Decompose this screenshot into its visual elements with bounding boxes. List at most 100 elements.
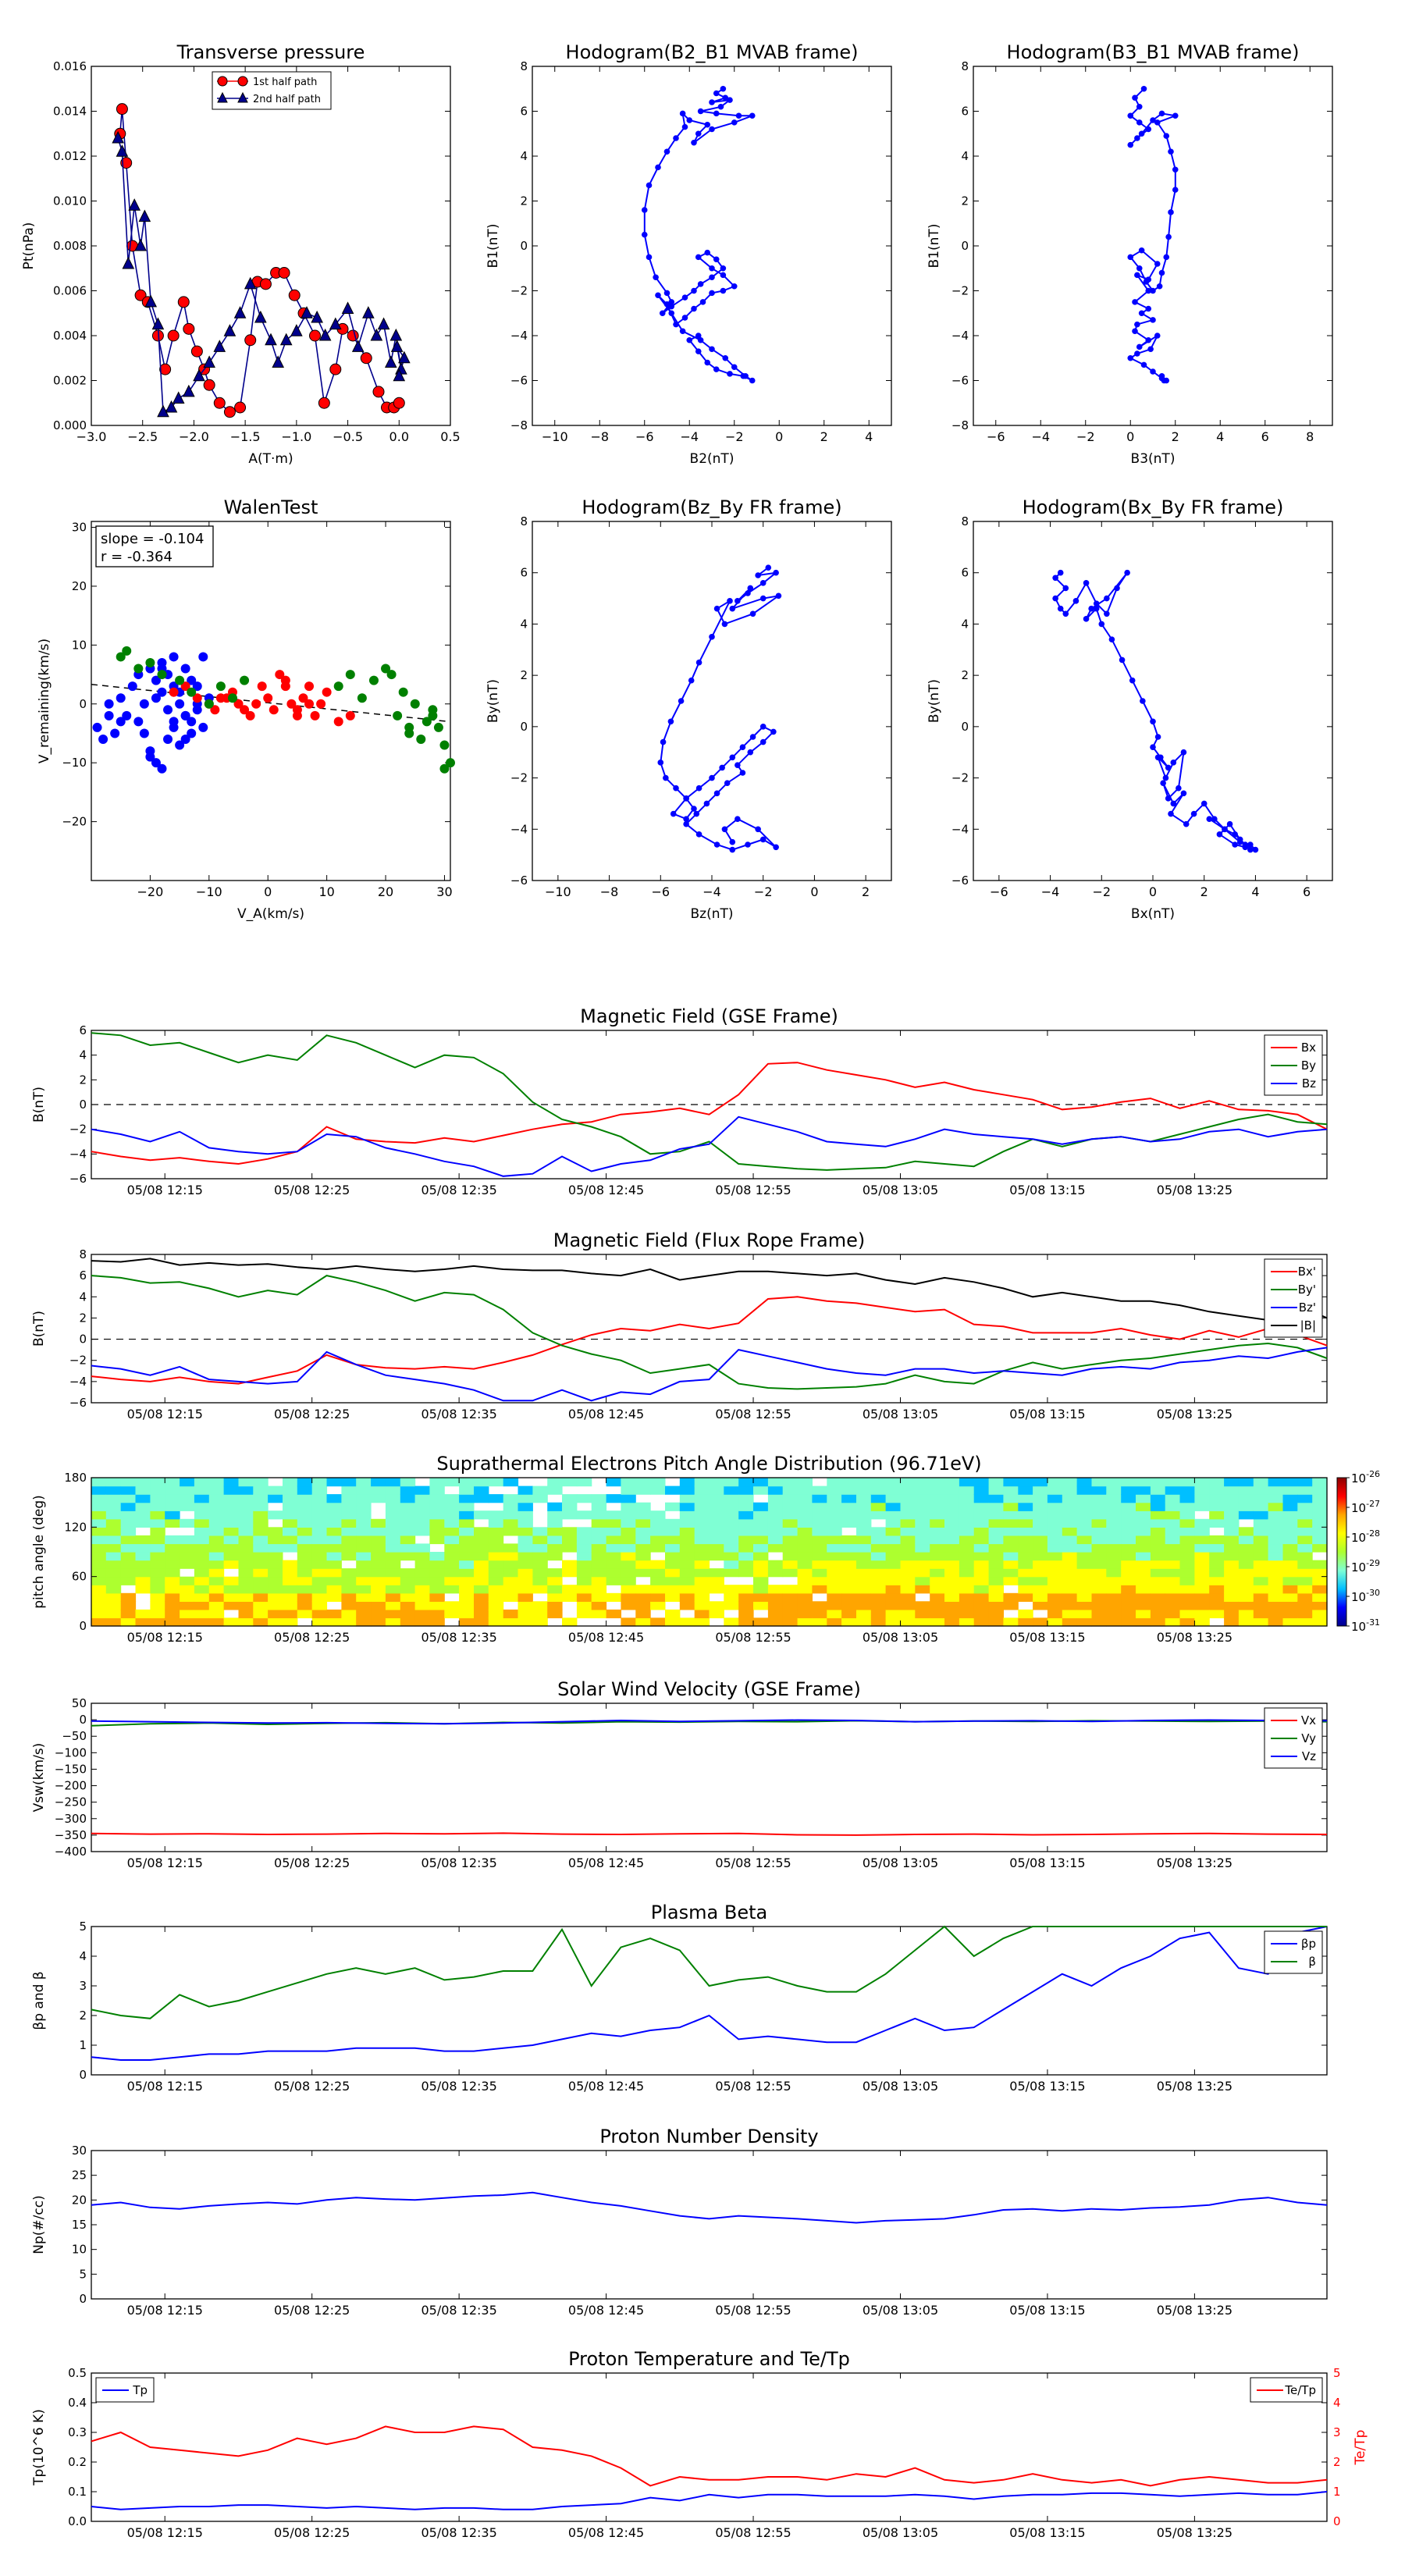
heatmap-cell bbox=[474, 1617, 489, 1627]
heatmap-cell bbox=[812, 1543, 827, 1553]
data-point bbox=[439, 740, 450, 750]
data-point bbox=[755, 826, 761, 833]
data-point bbox=[393, 710, 403, 720]
data-point bbox=[745, 841, 751, 848]
heatmap-cell bbox=[812, 1609, 827, 1619]
heatmap-cell bbox=[915, 1543, 930, 1553]
heatmap-cell bbox=[959, 1601, 975, 1610]
heatmap-cell bbox=[356, 1560, 372, 1569]
heatmap-cell bbox=[679, 1576, 695, 1585]
heatmap-cell bbox=[400, 1535, 416, 1545]
data-point bbox=[709, 126, 715, 133]
heatmap-cell bbox=[738, 1543, 754, 1553]
heatmap-cell bbox=[767, 1601, 784, 1610]
data-point bbox=[1132, 299, 1138, 305]
heatmap-cell bbox=[429, 1502, 445, 1511]
heatmap-cell bbox=[900, 1502, 916, 1511]
data-point bbox=[720, 265, 727, 272]
heatmap-cell bbox=[429, 1478, 445, 1487]
heatmap-cell bbox=[488, 1609, 504, 1619]
legend-label: Bx bbox=[1301, 1041, 1316, 1055]
heatmap-cell bbox=[400, 1543, 416, 1553]
heatmap-cell bbox=[385, 1510, 401, 1520]
heatmap-cell bbox=[1179, 1543, 1195, 1553]
heatmap-cell bbox=[885, 1601, 901, 1610]
data-point bbox=[749, 610, 756, 617]
heatmap-cell bbox=[1297, 1478, 1313, 1487]
heatmap-cell bbox=[1121, 1560, 1136, 1569]
heatmap-cell bbox=[488, 1568, 504, 1578]
heatmap-cell bbox=[591, 1510, 607, 1520]
heatmap-cell bbox=[253, 1535, 269, 1545]
data-point bbox=[713, 841, 720, 848]
heatmap-cell bbox=[635, 1601, 651, 1610]
legend-label: Bx' bbox=[1298, 1265, 1316, 1279]
heatmap-cell bbox=[150, 1568, 165, 1578]
heatmap-cell bbox=[518, 1609, 533, 1619]
legend-label: βp bbox=[1301, 1937, 1316, 1951]
x-tick-label: −3.0 bbox=[76, 429, 107, 444]
data-point bbox=[1158, 372, 1165, 379]
data-point bbox=[138, 209, 151, 222]
y-tick-label: 30 bbox=[72, 2144, 87, 2158]
heatmap-cell bbox=[915, 1560, 930, 1569]
series-line-|B| bbox=[91, 1258, 1328, 1322]
heatmap-cell bbox=[1238, 1592, 1254, 1602]
heatmap-cell bbox=[973, 1576, 990, 1585]
heatmap-cell bbox=[1179, 1478, 1195, 1487]
data-point bbox=[180, 664, 190, 674]
heatmap-cell bbox=[165, 1576, 180, 1585]
heatmap-cell bbox=[135, 1543, 151, 1553]
heatmap-cell bbox=[1106, 1527, 1122, 1536]
heatmap-cell bbox=[474, 1568, 489, 1578]
heatmap-cell bbox=[753, 1535, 769, 1545]
legend-label: 2nd half path bbox=[253, 94, 321, 105]
heatmap-cell bbox=[459, 1617, 475, 1627]
data-point bbox=[112, 130, 124, 144]
heatmap-cell bbox=[400, 1576, 416, 1585]
heatmap-cell bbox=[973, 1585, 990, 1594]
x-tick-label: −6 bbox=[987, 429, 1005, 444]
heatmap-cell bbox=[694, 1535, 710, 1545]
heatmap-cell bbox=[1297, 1568, 1313, 1578]
chart-bfr: Magnetic Field (Flux Rope Frame)−6−4−202… bbox=[31, 1229, 1328, 1421]
data-point bbox=[759, 836, 767, 843]
heatmap-cell bbox=[135, 1502, 151, 1511]
heatmap-cell bbox=[841, 1485, 857, 1495]
data-point bbox=[269, 705, 279, 715]
data-point bbox=[175, 740, 185, 750]
hodogram-path bbox=[1054, 571, 1258, 852]
heatmap-cell bbox=[268, 1510, 283, 1520]
chart-tp: Proton Temperature and Te/Tp0.00.10.20.3… bbox=[31, 2348, 1368, 2540]
data-point bbox=[653, 274, 659, 281]
heatmap-cell bbox=[429, 1494, 445, 1503]
heatmap-cell bbox=[900, 1576, 916, 1585]
chart-title: Magnetic Field (GSE Frame) bbox=[580, 1005, 838, 1027]
y2-tick-label: 5 bbox=[1333, 2366, 1341, 2380]
heatmap-cell bbox=[532, 1601, 548, 1610]
heatmap-cell bbox=[827, 1576, 842, 1585]
heatmap-cell bbox=[782, 1543, 799, 1553]
heatmap-cell bbox=[326, 1518, 342, 1528]
data-point bbox=[1136, 119, 1143, 126]
heatmap-cell bbox=[180, 1617, 195, 1627]
heatmap-cell bbox=[1003, 1527, 1019, 1536]
heatmap-cell bbox=[724, 1478, 739, 1487]
data-point bbox=[735, 816, 741, 822]
heatmap-cell bbox=[1312, 1485, 1328, 1495]
heatmap-cell bbox=[1076, 1510, 1092, 1520]
heatmap-cell bbox=[105, 1494, 122, 1503]
heatmap-cell bbox=[1091, 1502, 1107, 1511]
heatmap-cell bbox=[959, 1502, 975, 1511]
heatmap-cell bbox=[1136, 1543, 1151, 1553]
heatmap-cell bbox=[1091, 1585, 1107, 1594]
x-tick-label: 05/08 12:55 bbox=[715, 2525, 791, 2540]
x-tick-label: −10 bbox=[196, 884, 222, 899]
data-point bbox=[681, 294, 688, 301]
heatmap-cell bbox=[1268, 1485, 1283, 1495]
heatmap-cell bbox=[767, 1502, 784, 1511]
heatmap-cell bbox=[709, 1518, 724, 1528]
heatmap-cell bbox=[1224, 1568, 1240, 1578]
heatmap-cell bbox=[1136, 1576, 1151, 1585]
